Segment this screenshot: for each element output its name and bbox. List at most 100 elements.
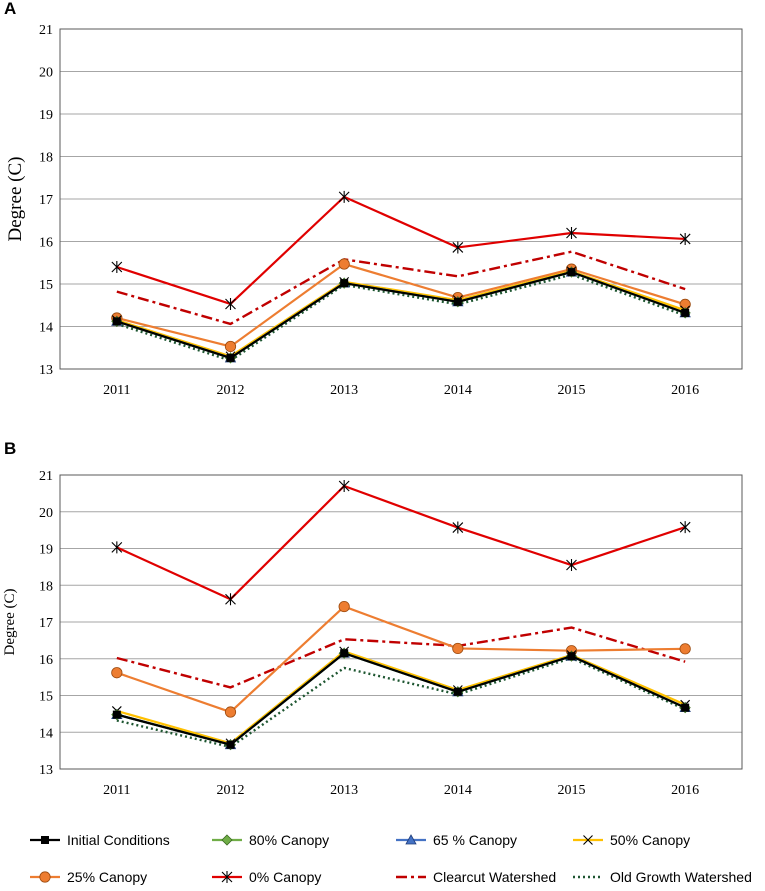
y-tick-label: 14 [39, 321, 53, 336]
series-line [116, 484, 686, 601]
x-tick-label: 2011 [103, 783, 130, 798]
series-line [116, 271, 686, 360]
series-line [116, 656, 686, 749]
legend-item: Initial Conditions [30, 832, 170, 848]
series-25-canopy [111, 258, 691, 353]
legend-label: 80% Canopy [249, 832, 329, 848]
data-point [338, 190, 350, 203]
x-tick-label: 2014 [444, 783, 472, 798]
data-point [338, 600, 350, 613]
x-tick-label: 2014 [444, 383, 472, 398]
legend-marker [583, 835, 593, 845]
data-point [112, 710, 121, 719]
series-initial-conditions [112, 268, 690, 362]
legend-item: Clearcut Watershed [396, 869, 556, 885]
legend-item: 50% Canopy [573, 832, 690, 848]
y-tick-label: 13 [39, 763, 53, 778]
data-point [340, 279, 349, 288]
x-tick-label: 2016 [671, 783, 699, 798]
legend-label: 25% Canopy [67, 869, 147, 885]
y-tick-label: 14 [39, 726, 53, 741]
data-point [452, 521, 464, 534]
data-point [452, 241, 464, 254]
data-point [225, 297, 236, 310]
plot-area-border [59, 28, 743, 370]
legend-label: Old Growth Watershed [610, 869, 752, 885]
data-point [111, 541, 123, 554]
y-tick-label: 19 [39, 108, 53, 123]
y-tick-label: 17 [39, 616, 53, 631]
data-point [679, 643, 691, 655]
data-point [111, 261, 123, 273]
series-line [116, 652, 686, 746]
legend-item: 65 % Canopy [396, 832, 517, 848]
x-tick-label: 2012 [217, 783, 245, 798]
y-tick-label: 13 [39, 363, 53, 378]
legend-marker [39, 871, 51, 883]
data-point [226, 353, 235, 362]
series-0-canopy [111, 190, 691, 310]
legend-marker [405, 834, 417, 845]
data-point [452, 642, 464, 655]
data-point [112, 317, 121, 326]
y-tick-label: 15 [39, 278, 53, 293]
y-tick-label: 19 [39, 543, 53, 558]
series-clearcut-watershed [116, 250, 686, 326]
data-point [225, 593, 236, 606]
series-old-growth-watershed [116, 656, 686, 749]
series-25-canopy [111, 600, 691, 718]
legend-item: 25% Canopy [30, 869, 147, 885]
data-point [453, 297, 462, 306]
series-line [116, 262, 686, 348]
y-axis-label: Degree (C) [2, 588, 18, 655]
x-tick-label: 2011 [103, 383, 130, 398]
data-point [567, 652, 576, 661]
series-line [116, 605, 686, 714]
x-tick-label: 2012 [217, 383, 245, 398]
y-axis-label: Degree (C) [5, 157, 26, 242]
y-tick-label: 20 [39, 506, 53, 521]
data-point [226, 740, 235, 749]
series-line [116, 626, 686, 689]
data-point [338, 480, 350, 493]
series-clearcut-watershed [116, 626, 686, 689]
y-tick-label: 15 [39, 690, 53, 705]
data-point [224, 706, 237, 718]
data-point [681, 703, 690, 712]
y-tick-label: 18 [39, 151, 53, 166]
y-tick-label: 17 [39, 193, 53, 208]
series-0-canopy [111, 480, 691, 606]
data-point [566, 559, 577, 572]
y-tick-label: 21 [39, 23, 53, 38]
legend-marker [41, 836, 49, 844]
data-point [340, 649, 349, 658]
legend-label: 50% Canopy [610, 832, 690, 848]
panel-label-b: B [4, 439, 16, 458]
x-tick-label: 2015 [558, 383, 586, 398]
x-tick-label: 2013 [330, 383, 358, 398]
legend-marker [221, 834, 233, 846]
y-tick-label: 21 [39, 469, 53, 484]
legend-item: 0% Canopy [212, 869, 321, 885]
data-point [679, 521, 691, 534]
legend-label: 0% Canopy [249, 869, 321, 885]
data-point [566, 227, 577, 239]
chart-panel-b: 13 14 15 16 17 18 19 20 21 2011 2012 2013 2014 2015 20… [2, 469, 743, 798]
legend-item: 80% Canopy [212, 832, 329, 848]
legend-marker [221, 871, 233, 883]
legend-item: Old Growth Watershed [573, 869, 752, 885]
y-tick-label: 20 [39, 66, 53, 81]
x-tick-label: 2015 [558, 783, 586, 798]
chart-panel-a: 13 14 15 16 17 18 19 20 21 2011 2012 2013 2014 2015 20… [5, 23, 743, 398]
y-tick-label: 16 [39, 653, 53, 668]
x-tick-label: 2013 [330, 783, 358, 798]
data-point [111, 667, 123, 679]
data-point [453, 687, 462, 696]
x-tick-label: 2016 [671, 383, 699, 398]
panel-label-a: A [4, 0, 16, 18]
y-tick-label: 16 [39, 236, 53, 251]
legend-label: Clearcut Watershed [433, 869, 556, 885]
legend: Initial Conditions 80% Canopy 65 % Canopy 5… [30, 832, 752, 885]
legend-label: Initial Conditions [67, 832, 170, 848]
series-line [116, 195, 686, 306]
